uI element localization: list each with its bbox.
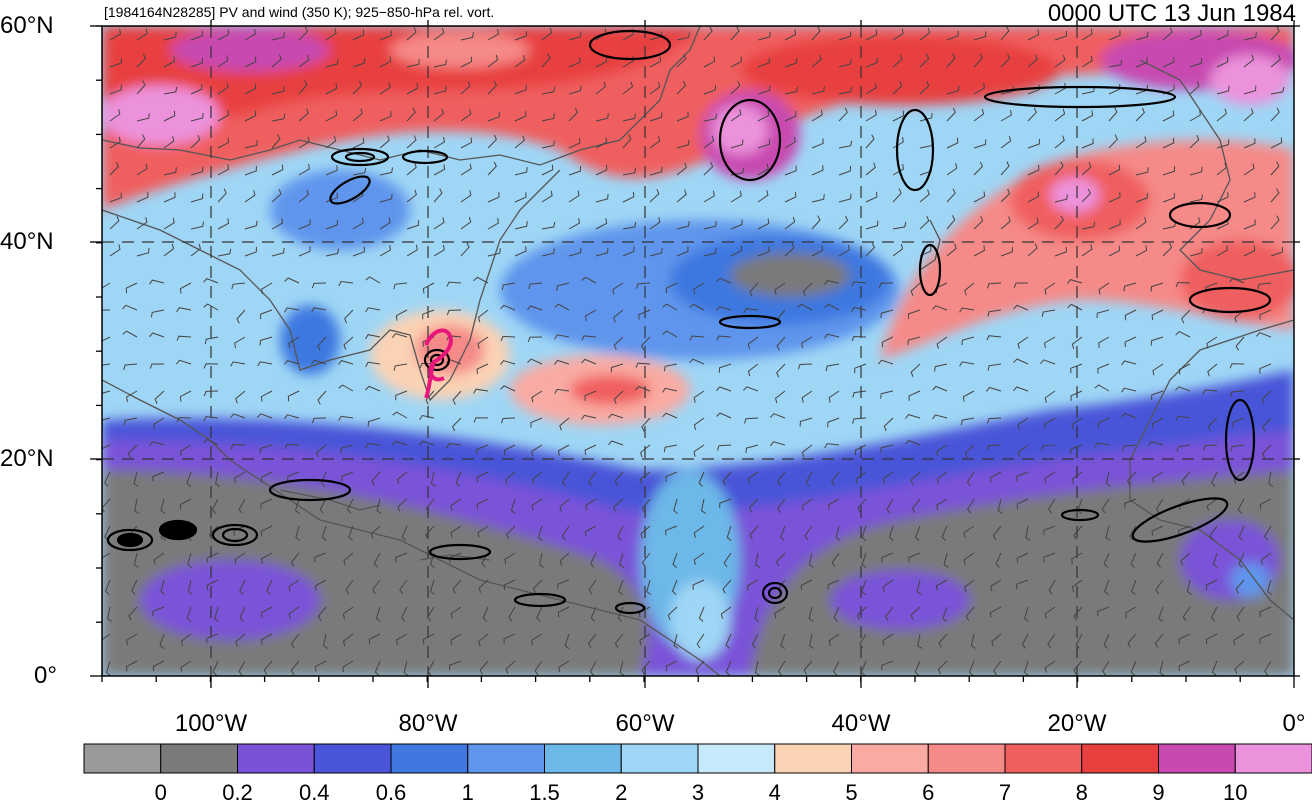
colorbar-swatch <box>620 743 699 774</box>
colorbar-swatch <box>160 743 238 774</box>
colorbar-swatch <box>697 743 776 774</box>
timestamp-title: 0000 UTC 13 Jun 1984 <box>1047 0 1296 27</box>
colorbar-swatch <box>83 743 162 774</box>
graticule <box>102 26 1294 676</box>
lat-label-equator: 0° <box>34 662 57 689</box>
colorbar-swatch <box>1158 743 1236 774</box>
axis-ticks <box>90 20 1300 688</box>
wind-barbs <box>102 26 1285 676</box>
colorbar-swatch <box>1234 743 1312 774</box>
colorbar-tick-label: 0.4 <box>298 780 330 805</box>
colorbar-tick-label: 3 <box>691 780 705 805</box>
colorbar-tick-label: 0.2 <box>222 780 253 805</box>
colorbar-swatch <box>390 743 469 774</box>
colorbar-swatch <box>1081 743 1159 774</box>
colorbar-tick-label: 8 <box>1075 780 1088 805</box>
colorbar-tick-label: 10 <box>1223 780 1248 805</box>
figure-subtitle: [1984164N28285] PV and wind (350 K); 925… <box>104 4 495 20</box>
colorbar-tick-label: 0 <box>154 780 167 805</box>
colorbar-tick-label: 9 <box>1152 780 1165 805</box>
lon-label-20w: 20°W <box>1047 710 1107 737</box>
lat-label-40n: 40°N <box>0 228 54 255</box>
lat-label-60n: 60°N <box>0 12 54 39</box>
colorbar-swatch <box>544 743 622 774</box>
colorbar-swatch <box>851 743 929 774</box>
lon-label-40w: 40°W <box>831 710 891 737</box>
coastlines <box>102 26 1294 676</box>
vorticity-contours <box>106 29 1272 615</box>
colorbar-swatch <box>313 743 392 774</box>
storm-track-marker <box>424 328 453 399</box>
lat-label-20n: 20°N <box>0 445 54 472</box>
colorbar-swatch <box>927 743 1006 774</box>
colorbar-tick-label: 4 <box>768 780 781 805</box>
colorbar-swatch <box>467 743 545 774</box>
colorbar-tick-label: 1.5 <box>529 780 560 805</box>
lon-label-0: 0° <box>1282 710 1306 737</box>
colorbar-tick-label: 2 <box>615 780 628 805</box>
colorbar-tick-label: 6 <box>922 780 935 805</box>
colorbar-tick-label: 5 <box>845 780 858 805</box>
pv-field <box>102 26 1294 676</box>
lon-label-100w: 100°W <box>174 710 248 737</box>
colorbar-tick-label: 0.6 <box>375 780 407 805</box>
colorbar-tick-label: 7 <box>998 780 1012 805</box>
colorbar-swatch <box>1004 743 1083 774</box>
lon-label-60w: 60°W <box>615 710 675 737</box>
lon-label-80w: 80°W <box>398 710 458 737</box>
colorbar-swatch <box>237 743 315 774</box>
colorbar-tick-label: 1 <box>461 780 474 805</box>
colorbar-swatch <box>774 743 852 774</box>
